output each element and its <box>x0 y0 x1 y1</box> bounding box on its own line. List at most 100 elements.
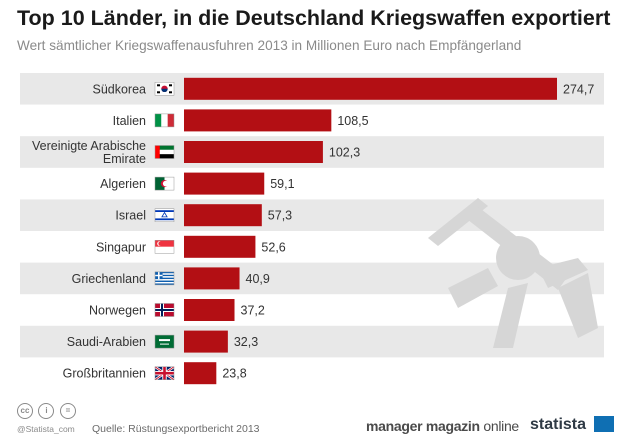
flag-stripe <box>164 177 174 191</box>
value-label: 102,3 <box>329 146 360 160</box>
category-label: Saudi-Arabien <box>67 335 146 349</box>
category-label: Algerien <box>100 177 146 191</box>
flag-stripe <box>155 246 174 254</box>
flag-sword <box>160 343 169 345</box>
category-label: Norwegen <box>89 304 146 318</box>
category-label: Großbritannien <box>63 367 146 381</box>
attribution-icon: i <box>38 403 55 419</box>
flag-cross <box>155 274 163 277</box>
chart-title: Top 10 Länder, in die Deutschland Kriegs… <box>17 6 611 30</box>
flag-stripe <box>155 274 174 277</box>
no-derivatives-icon: = <box>59 403 76 419</box>
flag-stripe <box>155 282 174 284</box>
flag-border <box>154 303 175 317</box>
value-label: 59,1 <box>270 177 294 191</box>
flag-stripe <box>155 210 174 212</box>
rifle-silhouette <box>428 198 598 348</box>
flag-stripe <box>155 154 174 159</box>
flag-border <box>154 271 175 286</box>
value-label: 37,2 <box>241 304 265 318</box>
flag-stripe <box>155 145 174 150</box>
flag-script <box>159 339 170 342</box>
saudi-arabia-flag <box>154 334 175 349</box>
flag-border <box>154 366 175 380</box>
flag-stripe <box>155 149 174 155</box>
category-label: Singapur <box>96 240 146 254</box>
flag-stripe <box>155 279 174 281</box>
manager-magazin-text: manager magazin <box>366 418 480 434</box>
bar <box>184 109 332 132</box>
italy-flag <box>154 113 175 128</box>
flag-stripe <box>155 177 165 191</box>
flag-border <box>154 113 175 128</box>
uae-flag <box>154 145 175 159</box>
flag-border <box>154 240 175 254</box>
flag-field <box>155 335 174 349</box>
flag-trigram <box>157 84 160 87</box>
statista-logo-icon <box>594 416 614 432</box>
flag-border <box>154 145 175 159</box>
manager-magazin-logo[interactable]: manager magazin online <box>366 418 519 434</box>
flag-stripe <box>155 218 174 221</box>
value-label: 40,9 <box>246 272 270 286</box>
flag-stripe <box>155 283 174 285</box>
row-stripe <box>20 199 604 231</box>
flag-cross-inner <box>155 309 174 311</box>
bar <box>184 141 323 163</box>
bar <box>184 235 256 258</box>
israel-flag <box>154 208 175 222</box>
value-label: 23,8 <box>222 367 246 381</box>
value-label: 108,5 <box>337 114 368 128</box>
flag-border <box>154 82 175 96</box>
south-korea-flag <box>154 82 175 96</box>
flag-trigram <box>169 84 172 87</box>
bar <box>184 77 557 100</box>
flag-cross-red <box>155 371 174 375</box>
category-label: Griechenland <box>72 272 146 286</box>
value-label: 57,3 <box>268 209 292 223</box>
flag-stripe <box>155 277 174 280</box>
uk-flag <box>154 365 175 381</box>
bar <box>184 330 228 353</box>
greece-flag <box>154 271 175 286</box>
singapore-flag <box>154 240 175 254</box>
flag-star <box>161 211 168 218</box>
algeria-flag <box>154 176 175 191</box>
bar <box>184 172 265 195</box>
category-label: Italien <box>113 114 146 128</box>
value-label: 32,3 <box>234 335 258 349</box>
bar <box>184 362 217 385</box>
flag-crescent-cut <box>162 180 169 187</box>
flag-border <box>154 176 175 191</box>
flag-hoist <box>155 145 160 159</box>
flag-border <box>154 334 175 349</box>
statista-handle: @Statista_com <box>17 424 75 434</box>
online-text: online <box>479 418 519 434</box>
statista-logo-text[interactable]: statista <box>530 416 587 433</box>
value-label: 52,6 <box>261 240 285 254</box>
creative-commons-icon: cc <box>17 403 33 419</box>
flag-border <box>154 208 175 222</box>
flag-trigram <box>157 91 160 94</box>
flag-stripe <box>155 113 162 127</box>
flag-stripe <box>161 113 168 127</box>
value-label: 274,7 <box>563 82 594 96</box>
category-label: Südkorea <box>92 82 146 96</box>
flag-trigram <box>169 91 172 94</box>
flag-stripe <box>167 113 174 127</box>
source-note: Quelle: Rüstungsexportbericht 2013 <box>92 423 260 435</box>
license-icons: cc i = <box>17 403 77 421</box>
footer: cc i = @Statista_com Quelle: Rüstungsexp… <box>0 396 624 444</box>
bar <box>184 299 235 321</box>
flag-emblem-lower <box>161 88 168 92</box>
chart-subtitle: Wert sämtlicher Kriegswaffenausfuhren 20… <box>17 38 522 53</box>
flag-stripe <box>155 240 174 247</box>
category-label: Israel <box>115 209 146 223</box>
flag-stripe <box>155 280 174 283</box>
flag-crescent-cut <box>158 241 163 246</box>
norway-flag <box>154 303 175 317</box>
category-label: Emirate <box>103 152 146 166</box>
bar-chart: Südkorea 274,7 Italien 108,5 Vereinigte Arab… <box>20 73 604 385</box>
category-label: Vereinigte Arabische <box>32 139 146 153</box>
bar <box>184 267 240 290</box>
